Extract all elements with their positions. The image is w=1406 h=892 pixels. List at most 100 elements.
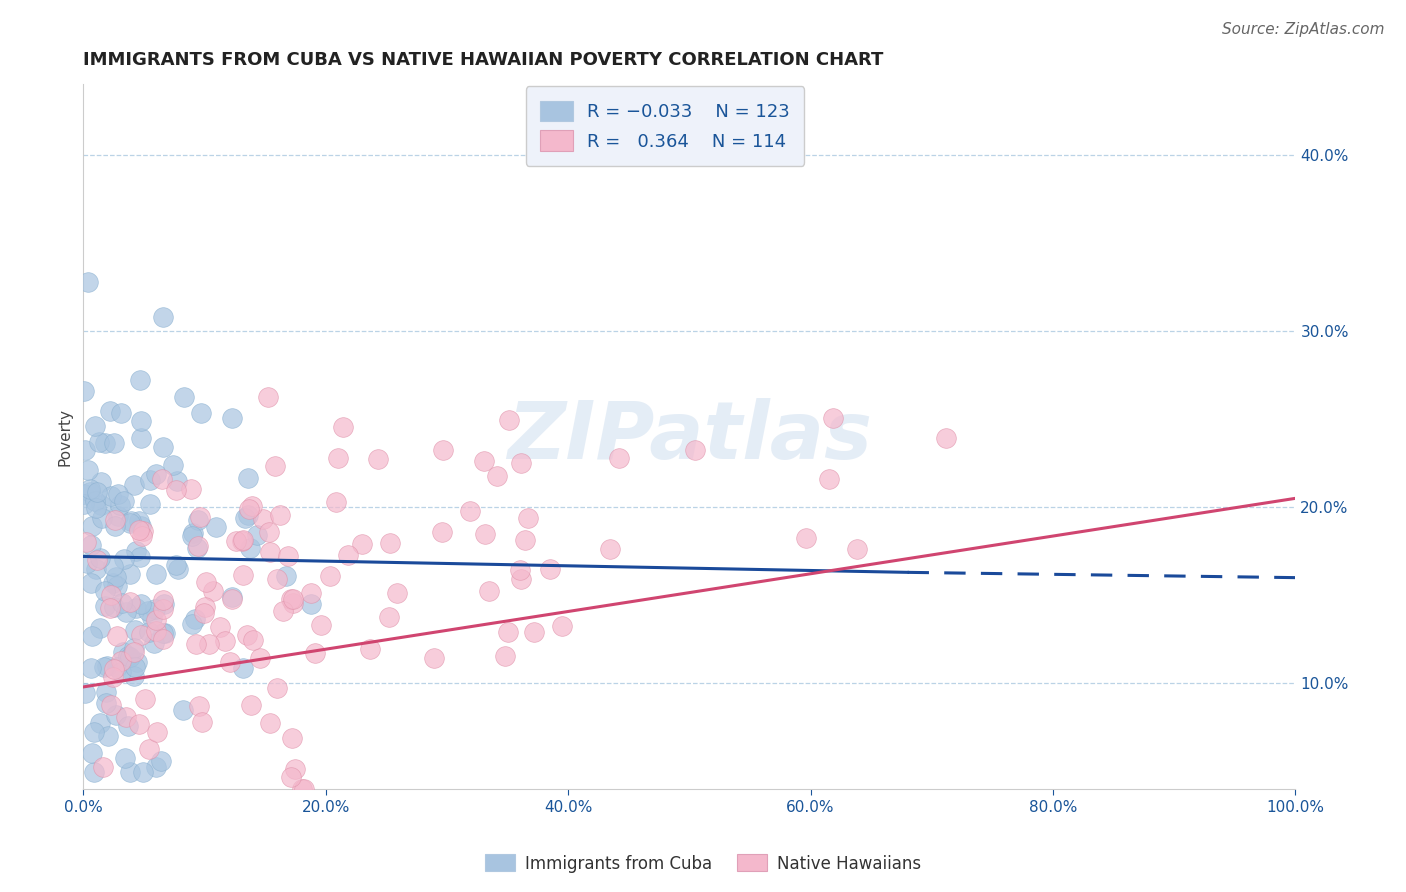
Point: [89, 621, 111, 635]
Point: [83, 494, 105, 508]
Point: [194, 599, 217, 614]
Point: [221, 590, 243, 604]
Point: [129, 597, 152, 611]
Point: [152, 597, 174, 611]
Point: [378, 609, 401, 624]
Point: [86, 561, 108, 575]
Point: [129, 414, 152, 428]
Point: [80, 519, 103, 533]
Point: [110, 654, 132, 668]
Point: [472, 454, 495, 468]
Point: [165, 558, 187, 573]
Point: [77, 463, 100, 477]
Point: [513, 533, 536, 548]
Point: [821, 411, 844, 425]
Point: [108, 498, 131, 512]
Point: [145, 759, 167, 773]
Point: [231, 533, 253, 548]
Point: [509, 456, 531, 470]
Point: [89, 550, 111, 565]
Point: [152, 625, 174, 640]
Point: [794, 531, 817, 545]
Point: [509, 563, 531, 577]
Point: [86, 484, 108, 499]
Point: [79, 660, 101, 674]
Point: [117, 649, 139, 664]
Text: Source: ZipAtlas.com: Source: ZipAtlas.com: [1222, 22, 1385, 37]
Point: [225, 534, 247, 549]
Point: [485, 468, 508, 483]
Point: [142, 635, 165, 649]
Point: [120, 764, 142, 779]
Point: [478, 584, 501, 599]
Point: [239, 541, 262, 555]
Point: [249, 650, 271, 665]
Point: [190, 407, 212, 421]
Point: [122, 644, 145, 658]
Point: [221, 592, 243, 607]
Legend: R = −0.033    N = 123, R =   0.364    N = 114: R = −0.033 N = 123, R = 0.364 N = 114: [526, 87, 804, 166]
Point: [128, 717, 150, 731]
Point: [125, 543, 148, 558]
Point: [152, 440, 174, 454]
Point: [139, 497, 162, 511]
Point: [141, 610, 163, 624]
Point: [146, 725, 169, 739]
Point: [110, 406, 132, 420]
Point: [94, 599, 117, 613]
Point: [118, 566, 141, 581]
Point: [83, 764, 105, 779]
Point: [166, 474, 188, 488]
Point: [304, 647, 326, 661]
Point: [79, 482, 101, 496]
Point: [80, 629, 103, 643]
Point: [107, 508, 129, 523]
Point: [101, 558, 124, 573]
Point: [98, 404, 121, 418]
Point: [94, 583, 117, 598]
Point: [274, 568, 297, 582]
Point: [100, 489, 122, 503]
Point: [165, 483, 187, 498]
Point: [162, 458, 184, 472]
Point: [145, 467, 167, 481]
Point: [115, 605, 138, 619]
Point: [281, 731, 304, 745]
Point: [145, 624, 167, 638]
Point: [103, 436, 125, 450]
Point: [236, 508, 259, 522]
Point: [82, 746, 104, 760]
Point: [76, 557, 98, 571]
Point: [259, 716, 281, 731]
Point: [191, 714, 214, 729]
Point: [129, 431, 152, 445]
Point: [114, 751, 136, 765]
Point: [145, 602, 167, 616]
Point: [187, 698, 209, 713]
Point: [422, 651, 444, 665]
Point: [325, 495, 347, 509]
Point: [309, 617, 332, 632]
Point: [79, 485, 101, 500]
Point: [89, 715, 111, 730]
Point: [510, 572, 533, 586]
Point: [183, 612, 205, 626]
Point: [318, 569, 340, 583]
Point: [599, 541, 621, 556]
Point: [209, 620, 232, 634]
Point: [242, 632, 264, 647]
Point: [498, 413, 520, 427]
Point: [281, 596, 304, 610]
Point: [181, 526, 204, 541]
Point: [93, 660, 115, 674]
Point: [138, 473, 160, 487]
Point: [100, 698, 122, 713]
Point: [205, 520, 228, 534]
Y-axis label: Poverty: Poverty: [58, 408, 72, 466]
Point: [97, 729, 120, 743]
Point: [120, 516, 142, 531]
Point: [103, 599, 125, 614]
Point: [149, 755, 172, 769]
Point: [266, 572, 288, 586]
Point: [291, 781, 314, 796]
